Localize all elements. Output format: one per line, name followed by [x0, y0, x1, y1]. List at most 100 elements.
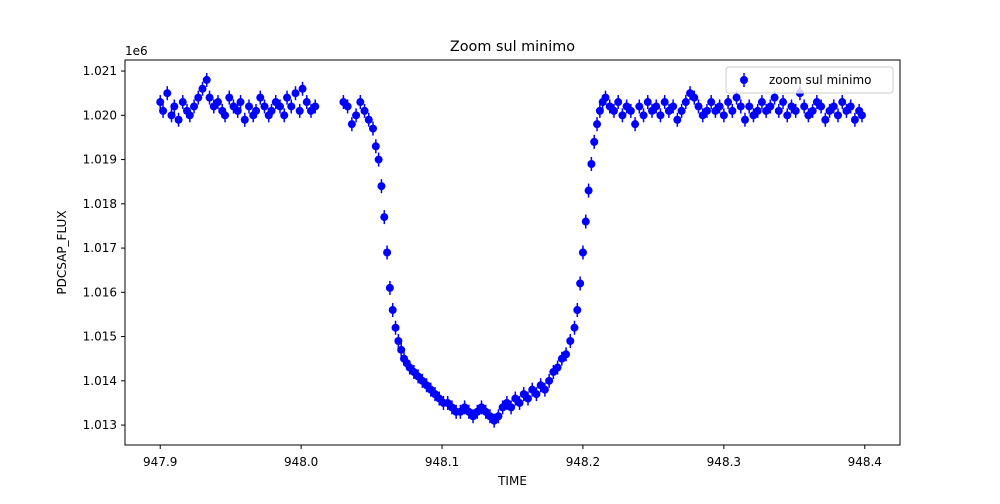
data-point: [198, 84, 207, 93]
data-points: [156, 72, 866, 428]
data-point: [601, 93, 610, 102]
data-point: [677, 106, 686, 115]
y-axis-ticks: 1.013 1.014 1.015 1.016 1.017 1.018 1.019 1.020…: [83, 64, 125, 432]
data-point: [245, 102, 253, 111]
x-tick-label: 948.4: [848, 455, 882, 469]
data-point: [643, 98, 652, 107]
data-point: [584, 186, 593, 195]
data-point: [846, 102, 855, 111]
y-tick-label: 1.016: [83, 285, 117, 299]
data-point: [540, 385, 549, 394]
data-point: [850, 115, 859, 124]
data-point: [707, 98, 716, 107]
data-point: [576, 279, 585, 288]
data-point: [593, 120, 602, 129]
legend-marker: [740, 76, 748, 84]
data-point: [573, 306, 582, 315]
data-point: [753, 106, 762, 115]
y-tick-label: 1.014: [83, 374, 117, 388]
data-point: [609, 106, 618, 115]
y-tick-label: 1.013: [83, 418, 117, 432]
y-tick-label: 1.020: [83, 108, 117, 122]
data-point: [660, 98, 669, 107]
data-point: [391, 323, 400, 332]
data-point: [352, 111, 361, 120]
data-point: [507, 403, 516, 412]
data-point: [566, 337, 575, 346]
data-point: [745, 102, 754, 111]
y-tick-label: 1.018: [83, 197, 117, 211]
data-point: [791, 106, 800, 115]
data-point: [728, 106, 737, 115]
data-point: [256, 93, 265, 102]
data-point: [276, 102, 284, 111]
x-axis-ticks: 947.9 948.0 948.1 948.2 948.3 948.4: [143, 445, 882, 469]
data-point: [356, 98, 365, 107]
data-point: [185, 111, 194, 120]
data-point: [283, 93, 292, 102]
data-point: [631, 120, 640, 129]
data-point: [656, 111, 665, 120]
data-point: [267, 106, 276, 115]
data-point: [669, 102, 678, 111]
data-point: [618, 111, 627, 120]
data-point: [590, 137, 599, 146]
data-point: [635, 102, 644, 111]
data-point: [808, 106, 817, 115]
x-tick-label: 948.0: [284, 455, 318, 469]
data-point: [311, 102, 320, 111]
y-tick-label: 1.015: [83, 330, 117, 344]
data-point: [298, 84, 307, 93]
data-point: [377, 182, 386, 191]
data-point: [295, 106, 304, 115]
x-tick-label: 948.2: [566, 455, 600, 469]
data-point: [347, 120, 356, 129]
data-point: [383, 248, 392, 257]
data-point: [236, 98, 245, 107]
data-point: [553, 363, 562, 372]
data-point: [766, 102, 775, 111]
data-point: [374, 155, 383, 164]
data-point: [595, 106, 604, 115]
data-point: [225, 93, 234, 102]
data-point: [774, 106, 783, 115]
data-point: [371, 142, 380, 151]
data-point: [757, 98, 766, 107]
data-point: [240, 115, 249, 124]
data-point: [639, 111, 648, 120]
data-point: [821, 115, 830, 124]
data-point: [694, 102, 703, 111]
data-point: [205, 93, 214, 102]
data-point: [494, 412, 503, 421]
data-point: [260, 102, 269, 111]
legend: zoom sul minimo: [725, 66, 894, 94]
data-point: [817, 102, 826, 111]
data-point: [715, 102, 724, 111]
data-point: [838, 98, 847, 107]
data-point: [515, 398, 524, 407]
data-point: [581, 217, 590, 226]
data-point: [681, 98, 690, 107]
data-point: [736, 102, 745, 111]
data-point: [364, 115, 373, 124]
data-point: [343, 102, 352, 111]
data-point: [652, 102, 661, 111]
data-point: [394, 337, 403, 346]
data-point: [724, 98, 733, 107]
data-point: [302, 98, 311, 107]
data-point: [397, 345, 406, 354]
data-point: [214, 98, 222, 107]
x-axis-label: TIME: [497, 474, 527, 488]
data-point: [587, 159, 596, 168]
data-point: [221, 111, 230, 120]
data-point: [156, 98, 165, 107]
data-point: [532, 390, 541, 399]
chart-title: Zoom sul minimo: [450, 39, 575, 55]
data-point: [159, 106, 168, 115]
y-tick-label: 1.019: [83, 153, 117, 167]
x-tick-label: 947.9: [143, 455, 177, 469]
data-point: [174, 115, 183, 124]
data-point: [800, 102, 809, 111]
data-point: [524, 394, 532, 403]
